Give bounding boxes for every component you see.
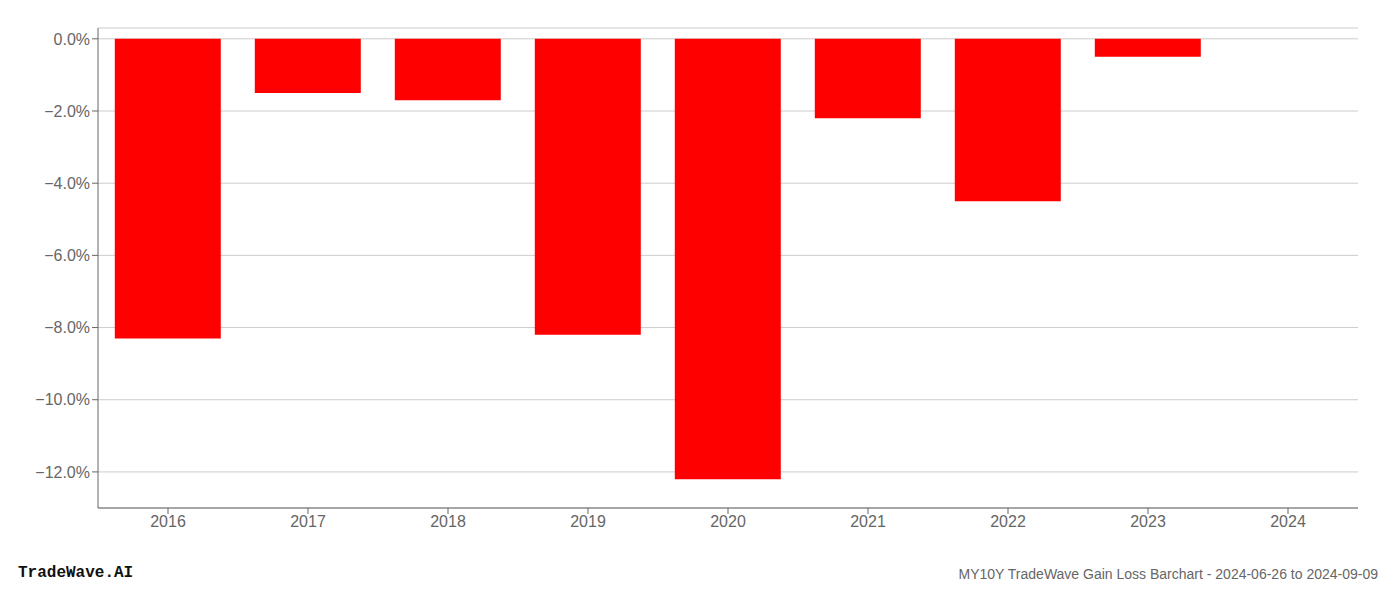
svg-text:−10.0%: −10.0% xyxy=(35,391,90,408)
svg-text:0.0%: 0.0% xyxy=(54,31,90,48)
svg-text:2022: 2022 xyxy=(990,513,1026,530)
svg-text:−12.0%: −12.0% xyxy=(35,464,90,481)
svg-text:2023: 2023 xyxy=(1130,513,1166,530)
html-text:TradeWave.AI: TradeWave.AI xyxy=(18,564,134,582)
svg-text:−6.0%: −6.0% xyxy=(44,247,90,264)
svg-text:−4.0%: −4.0% xyxy=(44,175,90,192)
svg-text:2024: 2024 xyxy=(1270,513,1306,530)
svg-text:2017: 2017 xyxy=(290,513,326,530)
svg-text:2018: 2018 xyxy=(430,513,466,530)
svg-text:2021: 2021 xyxy=(850,513,886,530)
svg-text:−8.0%: −8.0% xyxy=(44,319,90,336)
html-text:MY10Y TradeWave Gain Loss Barc: MY10Y TradeWave Gain Loss Barchart - 202… xyxy=(958,566,1378,582)
svg-text:2016: 2016 xyxy=(150,513,186,530)
svg-text:−2.0%: −2.0% xyxy=(44,103,90,120)
svg-text:2019: 2019 xyxy=(570,513,606,530)
svg-text:2020: 2020 xyxy=(710,513,746,530)
